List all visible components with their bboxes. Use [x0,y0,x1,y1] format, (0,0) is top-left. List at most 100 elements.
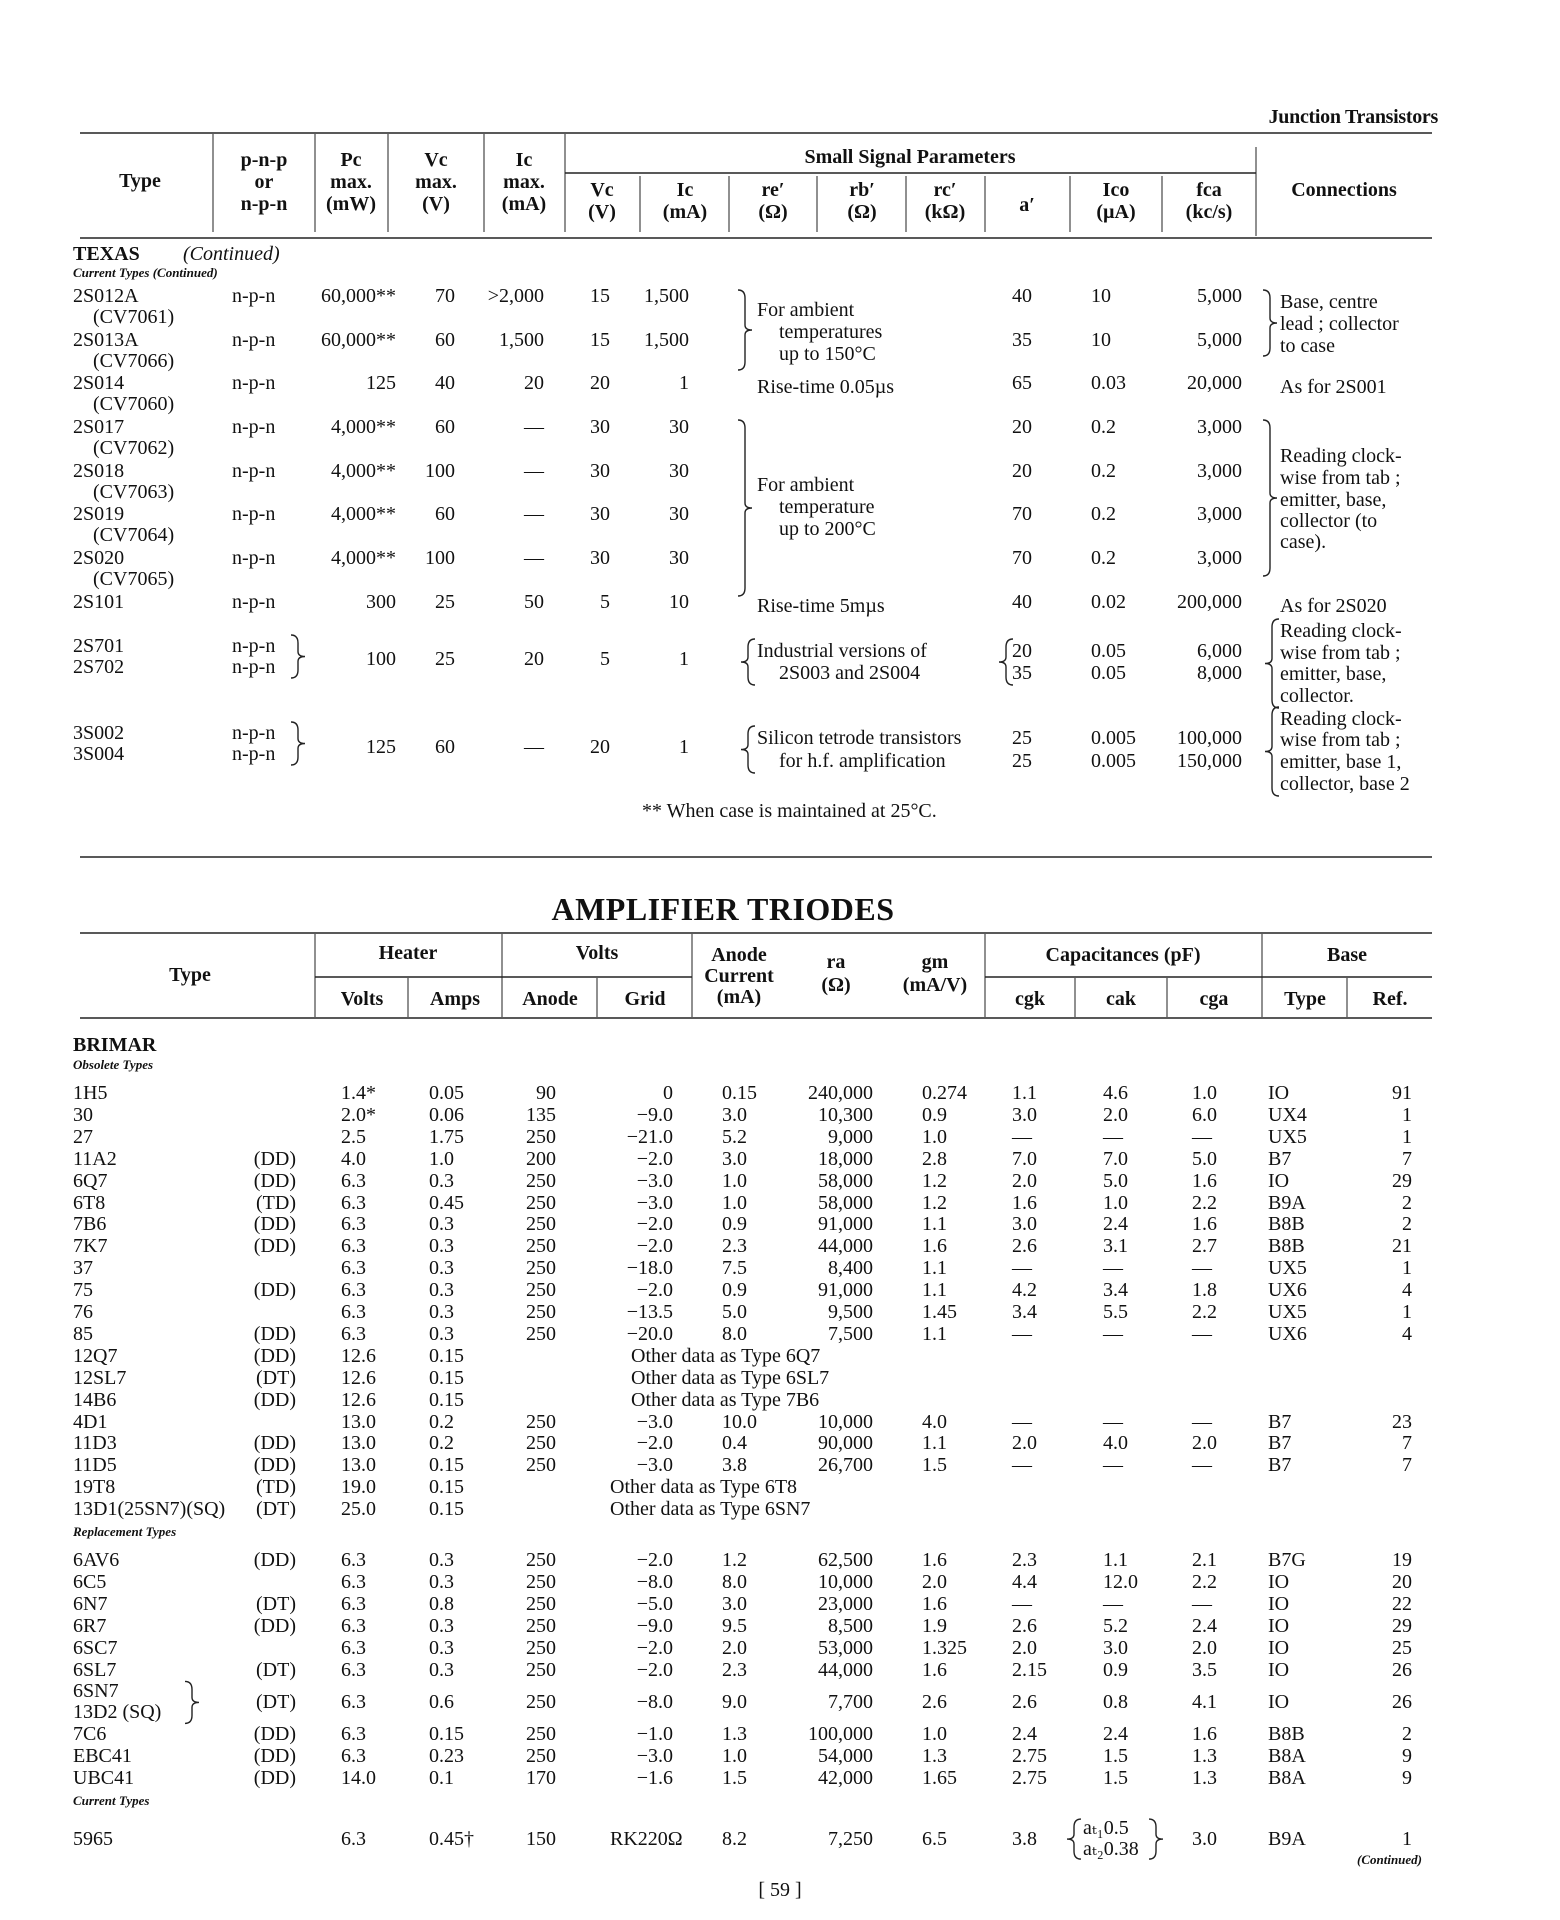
transistor-cv-number: (CV7060) [93,393,175,415]
cell-ref: 91 [1392,1082,1412,1104]
tube-suffix: (DD) [253,1614,296,1637]
cell-cgk: 2.15 [1012,1658,1047,1681]
cell-base: UX6 [1268,1279,1307,1302]
cell-hv: 6.3 [341,1549,366,1571]
cell-ss_ic: 1,500 [644,285,689,307]
cell-hv: 6.3 [341,1614,366,1637]
cell-connections-line: wise from tab ; [1280,729,1401,751]
cell-ref: 25 [1392,1636,1412,1659]
cell-cgk: — [1012,1322,1032,1345]
cell-pc: 4,000** [331,416,396,438]
cell-cak: — [1103,1592,1123,1615]
cell-hv: 12.6 [341,1366,376,1389]
cell-gm: 1.1 [922,1432,947,1455]
tube-suffix: (DD) [253,1723,296,1746]
running-header: Junction Transistors [1268,106,1439,128]
cell-cgk: — [1012,1257,1032,1280]
tube-suffix: (DD) [253,1344,296,1367]
tube-suffix: (TD) [256,1191,296,1214]
column-header-rb: rb′ [849,179,875,201]
transistor-type: 2S012A [73,285,139,307]
cell-ha: 0.15 [429,1344,464,1367]
cell-cga: 1.3 [1192,1745,1217,1768]
cell-base: B7G [1268,1549,1306,1571]
tube-suffix: (DT) [256,1658,296,1681]
column-header-anode: Anode [522,988,578,1010]
group-note-line: temperature [779,496,875,518]
column-header-re-unit: (Ω) [758,201,788,223]
cell-cur: 2.3 [722,1235,747,1258]
cell-cgk: — [1012,1125,1032,1148]
cell-base: B8B [1268,1235,1305,1258]
cell-fca: 5,000 [1197,285,1242,307]
cell-ra: 44,000 [818,1658,873,1681]
cell-pol: n-p-n [232,460,276,482]
tube-type: 6SN7 [73,1680,119,1703]
cell-ref: 1 [1402,1828,1412,1851]
group-note-line: For ambient [757,299,855,321]
cell-ss_ic: 30 [669,547,689,569]
cell-cgk: 2.3 [1012,1549,1037,1571]
cell-connections: As for 2S001 [1280,376,1387,398]
transistor-cv-number: (CV7065) [93,568,175,590]
tube-type: 1H5 [73,1082,108,1104]
maker-heading: TEXAS [73,243,140,265]
cell-ref: 2 [1402,1723,1412,1746]
cell-cak: 5.5 [1103,1301,1128,1323]
right-brace [1148,1818,1164,1860]
cell-gr: −3.0 [636,1410,673,1433]
cell-cga: 2.2 [1192,1191,1217,1214]
cell-cur: 2.3 [722,1658,747,1681]
cell-base: B8A [1268,1767,1306,1790]
cell-ref: 1 [1402,1257,1412,1280]
cell-hv: 2.0* [341,1103,376,1126]
column-header-re: re′ [761,179,785,201]
cell-ha: 0.3 [429,1213,454,1236]
cell-hv: 12.6 [341,1388,376,1411]
tube-suffix: (DD) [253,1432,296,1455]
cell-hv: 13.0 [341,1410,376,1433]
tube-suffix: (DD) [253,1745,296,1768]
cell-cak: 7.0 [1103,1147,1128,1170]
cell-base: IO [1268,1570,1290,1593]
tube-type: 13D1(25SN7)(SQ) [73,1498,226,1521]
cell-ic: — [524,503,544,525]
group-connections-line: case). [1280,531,1327,553]
page-number: [ 59 ] [758,1879,802,1901]
cell-ic: — [524,736,544,758]
cell-ra: 240,000 [808,1082,873,1104]
cell-note: Industrial versions of [757,640,927,662]
cell-ss_ic: 1 [679,648,689,670]
cell-gr: −18.0 [626,1257,673,1280]
cell-pc: 60,000** [321,329,396,351]
cell-an: 250 [526,1691,556,1714]
continued-note: (Continued) [1356,1852,1422,1867]
cell-cur: 1.0 [722,1745,747,1768]
tube-suffix: (DD) [253,1767,296,1790]
cell-ss_vc: 30 [590,503,610,525]
cell-cur: 8.0 [722,1570,747,1593]
cell-vc: 60 [435,503,455,525]
cell-gr: −3.0 [636,1454,673,1477]
cell-fca: 6,000 [1197,640,1242,662]
tube-type: 12Q7 [73,1344,118,1367]
cell-gm: 0.274 [922,1082,967,1104]
cell-ref: 22 [1392,1592,1412,1615]
cell-ico: 0.2 [1091,416,1116,438]
cell-hv: 12.6 [341,1344,376,1367]
column-header-gm: (mA/V) [902,974,968,996]
cell-ra: 62,500 [818,1549,873,1571]
cell-gr: −2.0 [636,1636,673,1659]
cell-ha: 0.3 [429,1636,454,1659]
cell-base: B8B [1268,1213,1305,1236]
cell-an: 250 [526,1570,556,1593]
cell-ss_vc: 15 [590,329,610,351]
cell-ha: 0.15 [429,1366,464,1389]
cell-an: 170 [526,1767,556,1790]
tube-suffix: (DD) [253,1388,296,1411]
column-header-cgk: cgk [1015,988,1045,1010]
cell-ha: 1.75 [429,1125,464,1148]
column-header-anode-current: Current [704,965,774,987]
cell-ref: 9 [1402,1745,1412,1768]
